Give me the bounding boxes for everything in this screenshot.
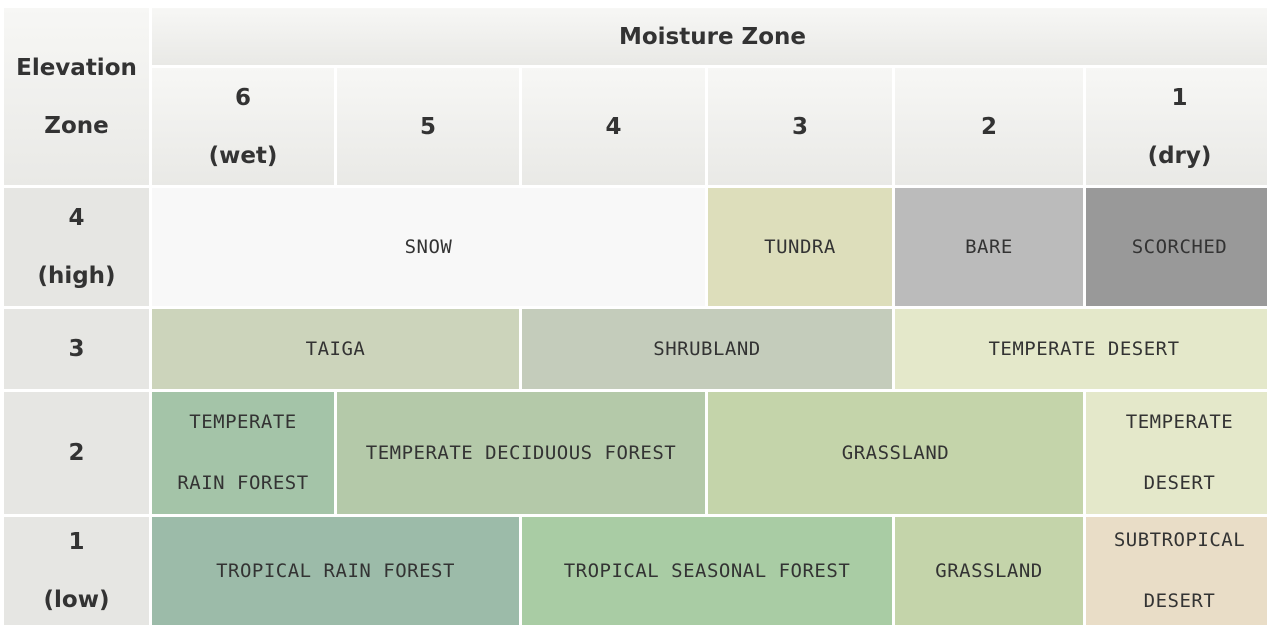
biome-label-line: SHRUBLAND <box>653 337 761 360</box>
biome-cell-tundra: TUNDRA <box>708 188 892 306</box>
biome-cell-temperate-rain-forest: TEMPERATE RAIN FOREST <box>152 392 334 514</box>
moisture-column-sublabel: (wet) <box>208 142 278 169</box>
elevation-row-header-3: 3 <box>4 309 149 389</box>
biome-cell-snow: SNOW <box>152 188 705 306</box>
moisture-zone-header: Moisture Zone <box>152 8 1267 65</box>
elevation-row-sublabel: (high) <box>37 263 116 289</box>
elevation-row-header-4: 4 (high) <box>4 188 149 306</box>
biome-label-line: SUBTROPICAL <box>1113 529 1246 551</box>
biome-cell-tropical-seasonal-forest: TROPICAL SEASONAL FOREST <box>522 517 892 625</box>
biome-cell-temperate-desert: TEMPERATE DESERT <box>895 309 1267 389</box>
elevation-zone-header: Elevation Zone <box>4 8 149 185</box>
biome-label-line: TROPICAL SEASONAL FOREST <box>563 559 851 582</box>
elevation-row-number: 1 <box>68 529 85 555</box>
biome-label-line: DESERT <box>1143 590 1216 612</box>
biome-cell-shrubland: SHRUBLAND <box>522 309 892 389</box>
moisture-column-header-5: 5 <box>337 68 519 185</box>
moisture-column-number: 6 <box>234 84 251 111</box>
elevation-row-number: 4 <box>68 205 85 231</box>
biome-cell-temperate-desert: TEMPERATE DESERT <box>1086 392 1267 514</box>
biome-label-line: GRASSLAND <box>841 441 950 464</box>
moisture-column-number: 1 <box>1171 84 1188 111</box>
biome-label-line: TROPICAL RAIN FOREST <box>216 559 455 582</box>
biome-label-line: BARE <box>965 235 1013 258</box>
biome-diagram: Elevation Zone Moisture Zone 6 (wet) 5 4… <box>4 8 1267 625</box>
biome-cell-grassland: GRASSLAND <box>895 517 1083 625</box>
biome-label-line: DESERT <box>1143 472 1216 494</box>
biome-cell-bare: BARE <box>895 188 1083 306</box>
moisture-column-header-4: 4 <box>522 68 705 185</box>
moisture-column-header-2: 2 <box>895 68 1083 185</box>
moisture-column-header-6: 6 (wet) <box>152 68 334 185</box>
biome-cell-taiga: TAIGA <box>152 309 519 389</box>
biome-label-line: GRASSLAND <box>935 559 1043 582</box>
moisture-column-header-1: 1 (dry) <box>1086 68 1267 185</box>
elevation-row-number: 3 <box>68 336 85 362</box>
biome-label-line: TEMPERATE <box>189 411 297 433</box>
biome-label-line: TEMPERATE DECIDUOUS FOREST <box>365 441 677 464</box>
biome-label-line: TUNDRA <box>764 235 836 258</box>
biome-label-line: RAIN FOREST <box>177 472 309 494</box>
elevation-row-header-1: 1 (low) <box>4 517 149 625</box>
elevation-row-sublabel: (low) <box>43 587 110 613</box>
biome-label-line: TEMPERATE DESERT <box>988 337 1180 360</box>
elevation-row-header-2: 2 <box>4 392 149 514</box>
biome-cell-temperate-deciduous-forest: TEMPERATE DECIDUOUS FOREST <box>337 392 705 514</box>
biome-label-line: TAIGA <box>305 337 366 360</box>
biome-cell-scorched: SCORCHED <box>1086 188 1267 306</box>
biome-label-line: TEMPERATE <box>1125 411 1234 433</box>
biome-label-line: SCORCHED <box>1131 235 1228 258</box>
biome-cell-subtropical-desert: SUBTROPICAL DESERT <box>1086 517 1267 625</box>
elevation-zone-label-line1: Elevation <box>16 54 137 81</box>
biome-label-line: SNOW <box>404 235 453 258</box>
biome-cell-grassland: GRASSLAND <box>708 392 1083 514</box>
elevation-zone-label-line2: Zone <box>44 112 109 139</box>
moisture-column-sublabel: (dry) <box>1147 142 1212 169</box>
moisture-column-header-3: 3 <box>708 68 892 185</box>
elevation-row-number: 2 <box>68 440 85 466</box>
biome-cell-tropical-rain-forest: TROPICAL RAIN FOREST <box>152 517 519 625</box>
